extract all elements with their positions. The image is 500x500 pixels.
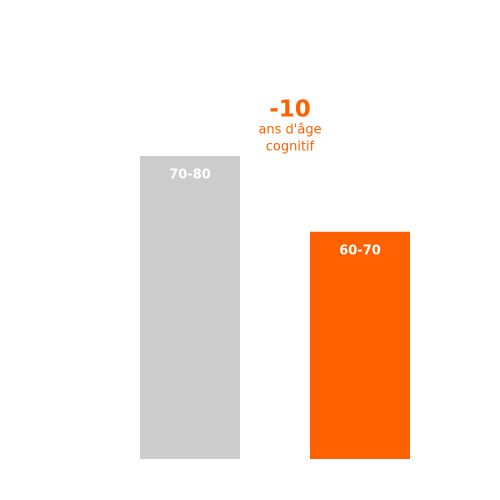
bar bbox=[140, 156, 240, 459]
bar bbox=[310, 231, 410, 459]
annotation-value: -10 bbox=[269, 97, 311, 123]
annotation-text: ans d'âge bbox=[258, 123, 321, 138]
annotation-text: cognitif bbox=[266, 140, 315, 155]
bar-label: 60-70 bbox=[339, 243, 381, 258]
bar-label: 70-80 bbox=[169, 168, 211, 183]
